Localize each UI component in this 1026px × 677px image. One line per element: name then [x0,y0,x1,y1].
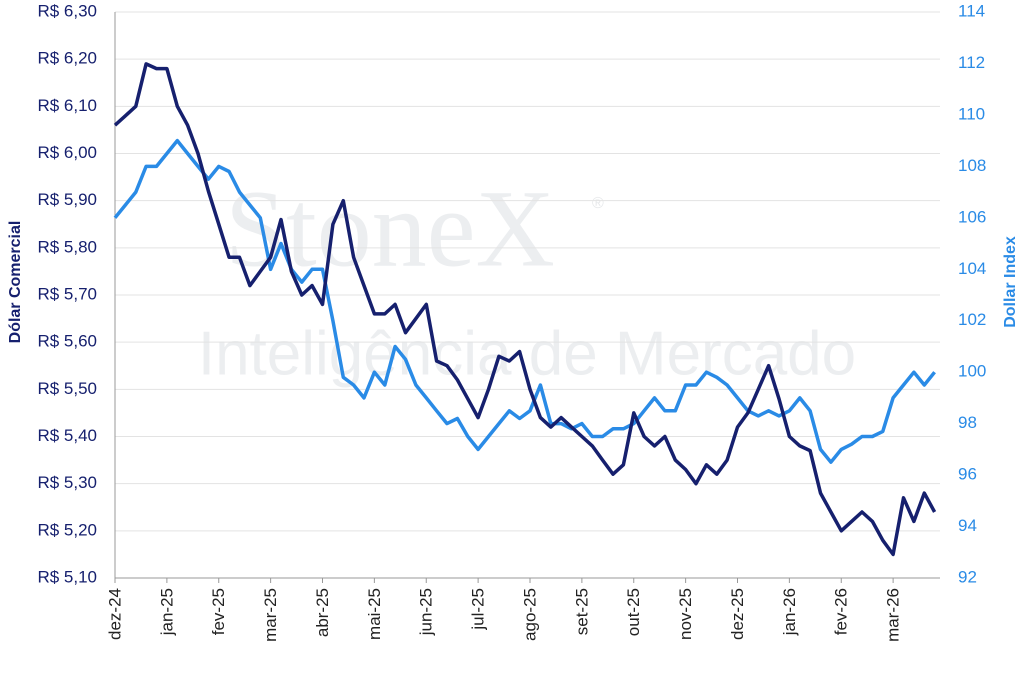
y-axis-label: Dólar Comercial [7,221,24,344]
x-tick-label: ago-25 [520,588,539,641]
y-tick-label: R$ 5,50 [37,379,97,398]
x-tick-label: fev-25 [209,588,228,635]
y2-tick-label: 94 [958,516,977,535]
x-tick-label: jan-25 [157,588,176,636]
y2-tick-label: 98 [958,413,977,432]
x-tick-label: jan-26 [780,588,799,636]
series-line [113,138,936,464]
y2-tick-label: 92 [958,567,977,586]
y-tick-label: R$ 5,20 [37,520,97,539]
y2-tick-label: 100 [958,362,986,381]
y-tick-label: R$ 6,20 [37,49,97,68]
y-tick-label: R$ 5,70 [37,284,97,303]
x-tick-label: abr-25 [313,588,332,637]
x-tick-label: set-25 [572,588,591,635]
y-tick-label: R$ 6,30 [37,1,97,20]
y-tick-label: R$ 5,80 [37,237,97,256]
x-tick-label: dez-25 [728,588,747,640]
y-tick-label: R$ 5,10 [37,567,97,586]
series-line [113,62,937,557]
y2-tick-label: 96 [958,465,977,484]
x-tick-label: out-25 [624,588,643,636]
y2-tick-label: 112 [958,53,985,72]
x-tick-label: nov-25 [676,588,695,640]
y-tick-label: R$ 6,00 [37,143,97,162]
x-tick-label: jul-25 [469,588,488,631]
y2-tick-label: 110 [958,104,985,123]
y-tick-label: R$ 5,40 [37,426,97,445]
x-tick-label: mai-25 [365,588,384,640]
x-tick-label: fev-26 [832,588,851,635]
watermark-brand: StoneX [225,167,555,289]
y-tick-label: R$ 5,30 [37,473,97,492]
x-tick-label: mar-26 [884,588,903,642]
y-tick-label: R$ 6,10 [37,96,97,115]
y-tick-label: R$ 5,90 [37,190,97,209]
x-tick-label: dez-24 [105,588,124,640]
y2-axis-label: Dollar Index [1002,236,1019,328]
watermark-mark: ® [592,195,604,212]
y2-tick-label: 114 [958,1,985,20]
y2-tick-label: 104 [958,259,986,278]
x-tick-label: jun-25 [417,588,436,636]
x-tick-label: mar-25 [261,588,280,642]
y2-tick-label: 106 [958,207,986,226]
y2-tick-label: 108 [958,156,986,175]
y2-tick-label: 102 [958,310,986,329]
y-tick-label: R$ 5,60 [37,332,97,351]
